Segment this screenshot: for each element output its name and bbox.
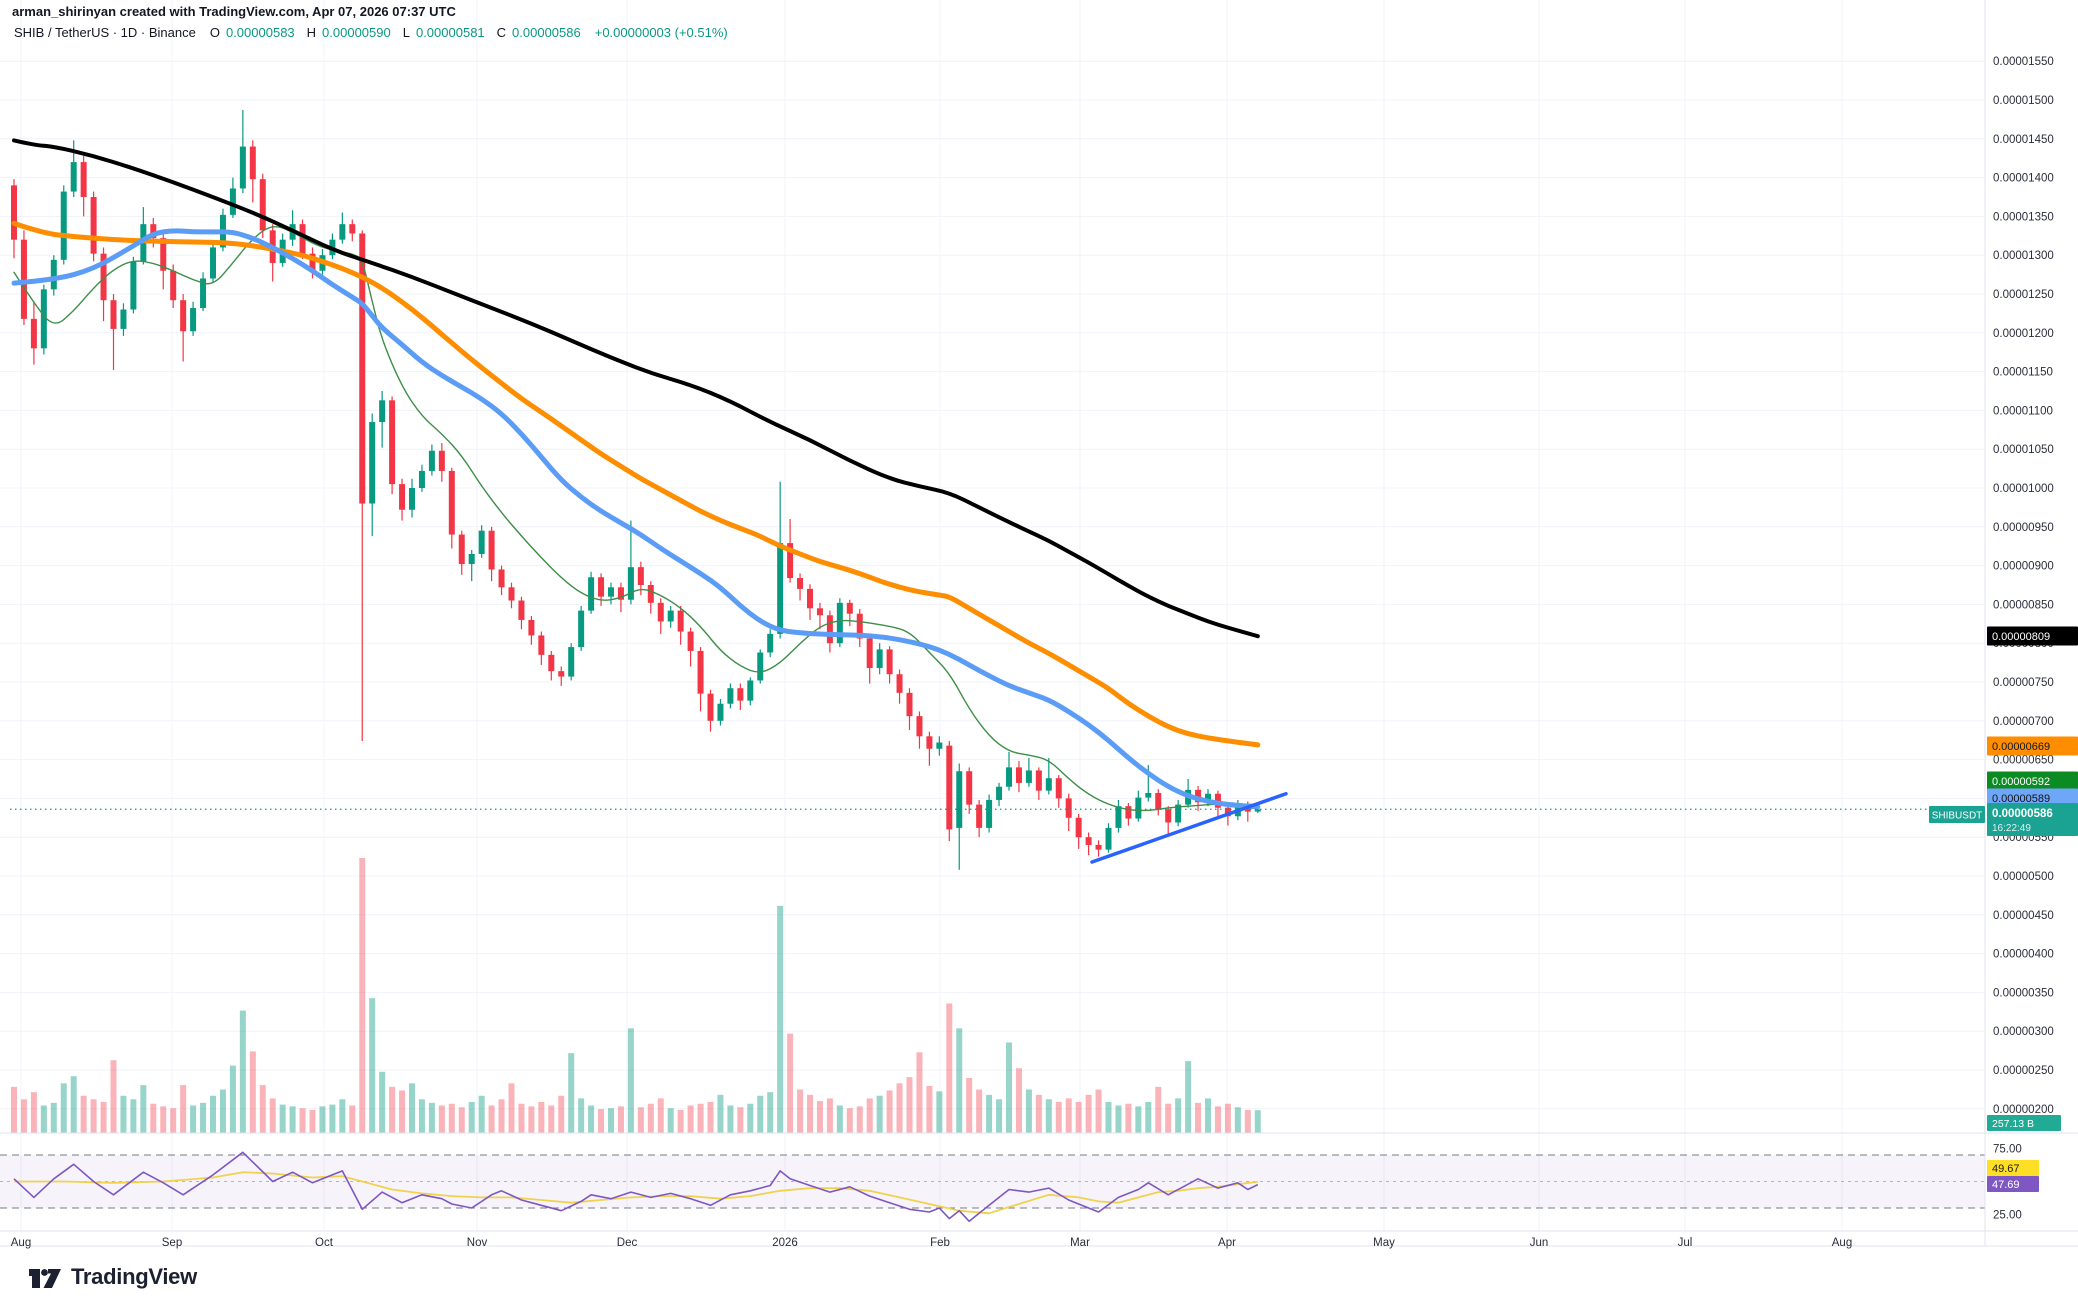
- candles-layer: [11, 110, 1261, 870]
- svg-text:Jul: Jul: [1678, 1237, 1693, 1249]
- svg-text:0.00001400: 0.00001400: [1993, 173, 2054, 185]
- rsi-ma-value-badge: 49.67: [1987, 1160, 2039, 1176]
- svg-text:0.00001450: 0.00001450: [1993, 134, 2054, 146]
- svg-text:0.00000500: 0.00000500: [1993, 871, 2054, 883]
- ma-50-line: [11, 228, 1261, 810]
- svg-text:47.69: 47.69: [1992, 1179, 2020, 1191]
- svg-text:49.67: 49.67: [1992, 1163, 2020, 1175]
- svg-text:Sep: Sep: [162, 1237, 182, 1249]
- chart-legend: SHIB / TetherUS · 1D · Binance O 0.000005…: [14, 25, 728, 40]
- volume-value-badge: 257.13 B: [1987, 1115, 2061, 1131]
- svg-text:Aug: Aug: [1832, 1237, 1852, 1249]
- svg-text:16:22:49: 16:22:49: [1992, 823, 2031, 834]
- svg-text:0.00000700: 0.00000700: [1993, 716, 2054, 728]
- svg-text:0.00000350: 0.00000350: [1993, 987, 2054, 999]
- svg-text:0.00000809: 0.00000809: [1992, 631, 2050, 643]
- svg-text:0.00000750: 0.00000750: [1993, 677, 2054, 689]
- close-value: 0.00000586: [512, 25, 581, 40]
- svg-text:May: May: [1373, 1237, 1395, 1249]
- rsi-value-badge: 47.69: [1987, 1176, 2039, 1192]
- svg-text:Jun: Jun: [1530, 1237, 1549, 1249]
- rsi-ma-line: [14, 1171, 1258, 1215]
- open-label: O: [209, 25, 220, 40]
- last-price-badge: SHIBUSDT 0.00000586 16:22:49: [1929, 803, 2078, 836]
- month-gridlines: [20, 0, 1843, 1231]
- svg-text:0.00000300: 0.00000300: [1993, 1026, 2054, 1038]
- ascending-trendline[interactable]: [1090, 791, 1288, 864]
- svg-text:0.00001100: 0.00001100: [1993, 405, 2053, 417]
- ma50-price-badge: 0.00000589: [1987, 788, 2078, 808]
- svg-text:0.00000950: 0.00000950: [1993, 522, 2054, 534]
- svg-text:75.00: 75.00: [1993, 1143, 2022, 1155]
- svg-text:SHIBUSDT: SHIBUSDT: [1932, 811, 1983, 822]
- svg-text:Apr: Apr: [1218, 1237, 1236, 1249]
- svg-text:25.00: 25.00: [1993, 1210, 2022, 1222]
- tradingview-logo[interactable]: TradingView: [28, 1263, 197, 1291]
- svg-text:0.00001350: 0.00001350: [1993, 211, 2054, 223]
- svg-text:0.00000200: 0.00000200: [1993, 1104, 2054, 1116]
- svg-text:257.13 B: 257.13 B: [1992, 1118, 2034, 1130]
- svg-text:Feb: Feb: [930, 1237, 950, 1249]
- ma-200-line: [12, 138, 1260, 639]
- open-value: 0.00000583: [225, 25, 295, 40]
- price-gridlines: [0, 60, 1985, 1110]
- rsi-axis-labels: 75.00 25.00: [1993, 1143, 2022, 1221]
- svg-text:0.00001250: 0.00001250: [1993, 289, 2054, 301]
- svg-text:0.00000450: 0.00000450: [1993, 910, 2054, 922]
- price-axis[interactable]: 0.00000200 0.00000250 0.00000300 0.00000350…: [1993, 56, 2054, 1116]
- svg-text:0.00001500: 0.00001500: [1993, 95, 2054, 107]
- svg-text:2026: 2026: [772, 1237, 798, 1249]
- volume-bars: [11, 858, 1261, 1133]
- tradingview-logo-icon: [29, 1269, 61, 1288]
- svg-text:0.00000250: 0.00000250: [1993, 1065, 2054, 1077]
- tradingview-logo-text: TradingView: [71, 1264, 197, 1289]
- ema-21-line: [13, 225, 1259, 812]
- svg-text:0.00000589: 0.00000589: [1992, 793, 2050, 805]
- svg-text:Nov: Nov: [467, 1237, 488, 1249]
- svg-text:Aug: Aug: [11, 1237, 31, 1249]
- svg-text:Mar: Mar: [1070, 1237, 1090, 1249]
- svg-text:Oct: Oct: [315, 1237, 334, 1249]
- low-value: 0.00000581: [415, 25, 485, 40]
- svg-text:0.00000586: 0.00000586: [1992, 808, 2053, 820]
- ma-100-line: [11, 220, 1261, 748]
- svg-text:0.00001000: 0.00001000: [1993, 483, 2054, 495]
- svg-text:0.00000850: 0.00000850: [1993, 599, 2054, 611]
- svg-text:0.00001150: 0.00001150: [1993, 367, 2053, 379]
- svg-text:0.00000900: 0.00000900: [1993, 561, 2054, 573]
- low-label: L: [402, 25, 410, 40]
- svg-text:0.00001050: 0.00001050: [1993, 444, 2054, 456]
- attribution-text: arman_shirinyan created with TradingView…: [12, 4, 456, 19]
- rsi-pane: [0, 1151, 1985, 1223]
- svg-text:0.00000592: 0.00000592: [1992, 776, 2050, 788]
- svg-text:0.00000650: 0.00000650: [1993, 755, 2054, 767]
- ema21-price-badge: 0.00000592: [1987, 771, 2078, 791]
- svg-text:Dec: Dec: [617, 1237, 638, 1249]
- symbol-title[interactable]: SHIB / TetherUS · 1D · Binance: [14, 25, 196, 40]
- high-label: H: [306, 25, 317, 40]
- ma200-price-badge: 0.00000809: [1987, 626, 2078, 646]
- high-value: 0.00000590: [322, 25, 391, 40]
- time-axis[interactable]: Aug Sep Oct Nov Dec 2026 Feb Mar Apr May Jun Jul Aug: [11, 1237, 1852, 1249]
- svg-text:0.00001200: 0.00001200: [1993, 328, 2054, 340]
- svg-text:0.00000400: 0.00000400: [1993, 949, 2054, 961]
- svg-text:0.00001300: 0.00001300: [1993, 250, 2054, 262]
- svg-text:0.00000669: 0.00000669: [1992, 741, 2050, 753]
- close-label: C: [496, 25, 507, 40]
- pane-separators[interactable]: [0, 0, 2078, 1247]
- change-value: +0.00000003 (+0.51%): [594, 25, 728, 40]
- svg-text:0.00001550: 0.00001550: [1993, 56, 2054, 68]
- ma100-price-badge: 0.00000669: [1987, 736, 2078, 756]
- rsi-line: [13, 1151, 1259, 1223]
